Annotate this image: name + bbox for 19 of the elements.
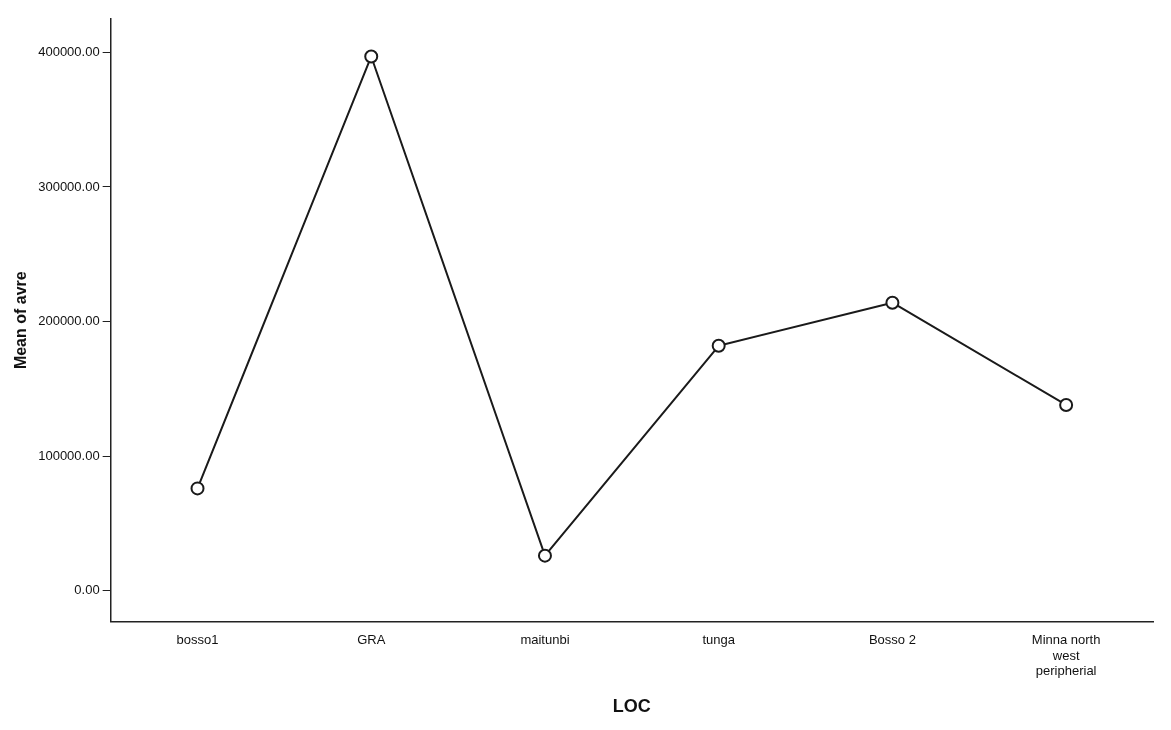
y-tick-label: 100000.00 (38, 447, 100, 463)
x-tick-label: Minna north west peripherial (1031, 631, 1101, 679)
x-axis-title: LOC (612, 696, 651, 717)
y-tick-label: 0.00 (74, 582, 100, 598)
point (537, 548, 552, 563)
point (364, 49, 379, 64)
x-tick-label: bosso1 (176, 631, 219, 647)
y-tick-label: 200000.00 (38, 313, 100, 329)
y-tick-label: 300000.00 (38, 178, 100, 194)
x-tick-label: Bosso 2 (868, 631, 916, 647)
y-axis-title: Mean of avre (12, 271, 30, 370)
point (190, 481, 205, 496)
point (1059, 397, 1074, 412)
y-tick-label: 400000.00 (38, 44, 100, 60)
point (885, 295, 900, 310)
x-tick-label: GRA (357, 631, 386, 647)
x-tick-label: maitunbi (520, 631, 570, 647)
point (711, 338, 726, 353)
x-tick-label: tunga (702, 631, 736, 647)
